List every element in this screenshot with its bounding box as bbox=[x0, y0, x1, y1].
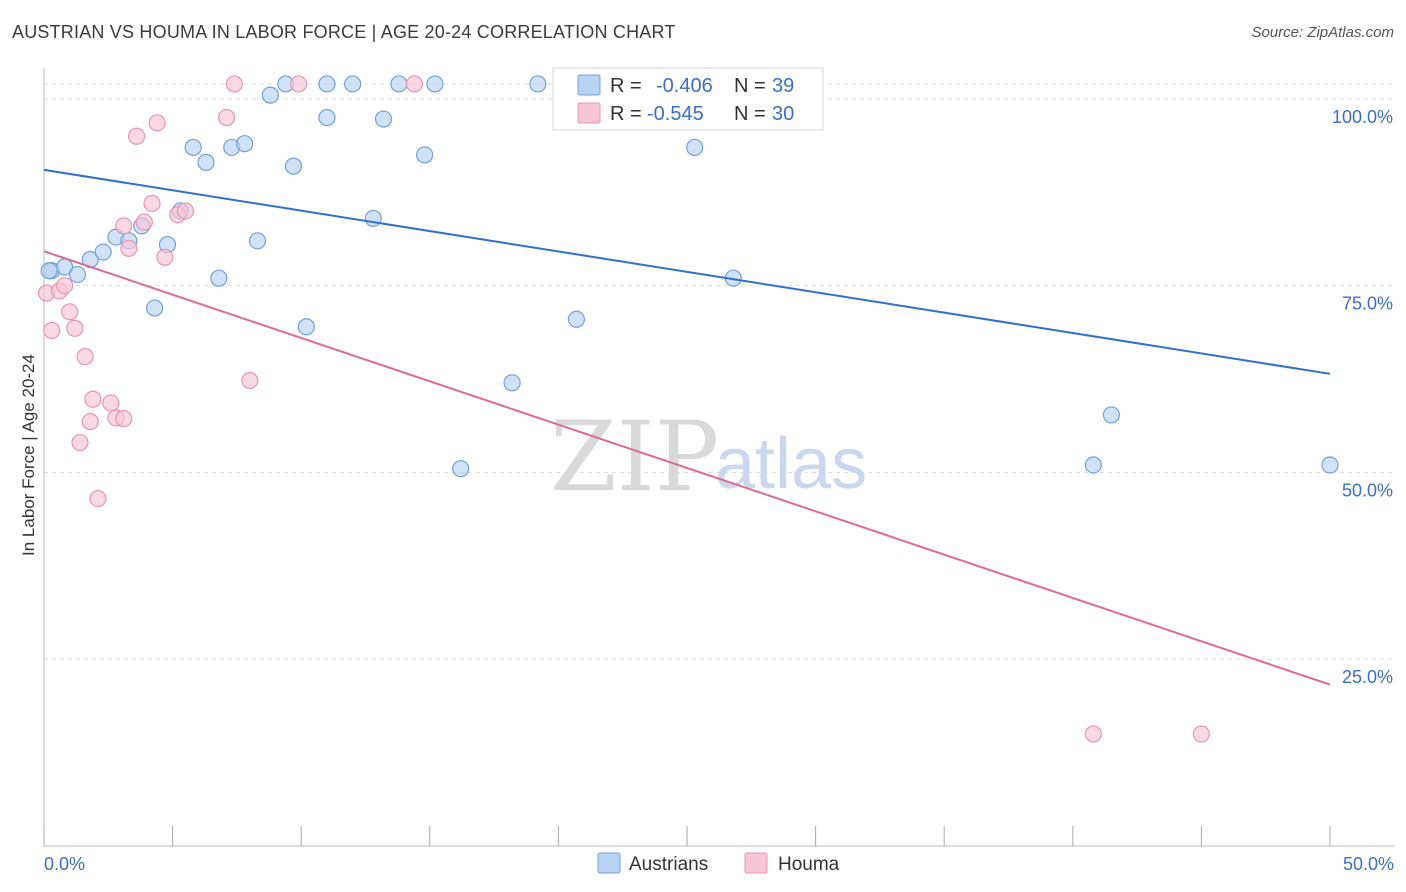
x-tick-label-min: 0.0% bbox=[44, 854, 85, 874]
austrians-point bbox=[40, 262, 58, 280]
austrians-point bbox=[68, 265, 87, 284]
legend-swatch-austrians bbox=[577, 74, 601, 96]
austrians-point bbox=[1321, 456, 1339, 474]
legend-swatch-houma bbox=[577, 102, 601, 124]
legend-n-label-austrians: N = bbox=[734, 75, 766, 97]
austrians-point bbox=[686, 138, 704, 157]
austrians-point bbox=[344, 75, 362, 93]
austrians-point bbox=[503, 374, 521, 392]
legend-n-value-austrians: 39 bbox=[772, 75, 794, 97]
legend-n-label-houma: N = bbox=[734, 103, 766, 125]
houma-point bbox=[241, 371, 259, 390]
legend-r-value-austrians: -0.406 bbox=[656, 75, 713, 97]
gridlines bbox=[44, 83, 1394, 660]
watermark: ZIP atlas bbox=[550, 401, 867, 513]
series-legend-label-houma: Houma bbox=[778, 854, 840, 875]
houma-point bbox=[43, 321, 61, 340]
houma-point bbox=[176, 202, 195, 220]
houma-point bbox=[71, 433, 89, 452]
houma-point bbox=[76, 348, 94, 366]
y-tick-label-50: 50.0% bbox=[1342, 480, 1393, 500]
legend-n-value-houma: 30 bbox=[772, 103, 794, 125]
houma-point bbox=[102, 394, 120, 412]
austrians-point bbox=[426, 75, 444, 93]
houma-point bbox=[135, 213, 153, 231]
legend-r-label-austrians: R = bbox=[610, 75, 642, 97]
austrians-point bbox=[184, 138, 202, 157]
y-tick-labels: 25.0% 50.0% 75.0% 100.0% bbox=[1332, 107, 1393, 687]
austrians-point bbox=[318, 75, 336, 93]
chart-title: AUSTRIAN VS HOUMA IN LABOR FORCE | AGE 2… bbox=[12, 22, 676, 42]
houma-point bbox=[81, 413, 99, 431]
austrians-point bbox=[452, 460, 470, 478]
houma-point bbox=[143, 194, 161, 213]
austrians-point bbox=[374, 110, 393, 128]
series-legend-swatch-austrians bbox=[597, 852, 621, 874]
houma-point bbox=[127, 127, 146, 145]
houma-point bbox=[148, 114, 166, 132]
austrians-point bbox=[261, 86, 279, 104]
austrians-trendline bbox=[43, 168, 1331, 375]
houma-point bbox=[290, 75, 308, 93]
houma-point bbox=[61, 303, 79, 321]
houma-point bbox=[156, 248, 174, 266]
houma-point bbox=[120, 239, 138, 257]
austrians-point bbox=[318, 108, 336, 127]
austrians-point bbox=[416, 146, 434, 164]
houma-points bbox=[37, 75, 1211, 743]
houma-point bbox=[115, 217, 133, 235]
austrians-point bbox=[284, 157, 303, 175]
houma-point bbox=[55, 277, 74, 295]
houma-point bbox=[115, 410, 133, 428]
stats-legend: R = -0.406 N = 39 R = -0.545 N = 30 bbox=[552, 67, 824, 131]
austrians-point bbox=[390, 75, 408, 93]
austrians-point bbox=[567, 310, 586, 328]
houma-point bbox=[218, 108, 236, 127]
y-tick-label-100: 100.0% bbox=[1332, 107, 1393, 127]
houma-trendline bbox=[43, 250, 1331, 686]
houma-point bbox=[1192, 725, 1211, 743]
houma-point bbox=[1084, 725, 1102, 743]
x-tick-labels: 0.0% 50.0% bbox=[44, 854, 1394, 874]
trendlines bbox=[43, 168, 1331, 686]
series-legend-label-austrians: Austrians bbox=[629, 854, 708, 875]
austrians-point bbox=[94, 243, 112, 261]
y-axis-label: In Labor Force | Age 20-24 bbox=[19, 354, 38, 556]
austrians-point bbox=[145, 299, 164, 317]
austrians-point bbox=[297, 318, 315, 336]
x-axis-ticks bbox=[43, 826, 1331, 846]
y-tick-label-25: 25.0% bbox=[1342, 667, 1393, 687]
legend-r-value-houma: -0.545 bbox=[647, 103, 704, 125]
houma-point bbox=[225, 75, 243, 93]
series-legend: Austrians Houma bbox=[597, 852, 840, 875]
austrians-point bbox=[364, 209, 382, 228]
y-tick-label-75: 75.0% bbox=[1342, 294, 1393, 314]
austrians-point bbox=[248, 232, 267, 250]
austrians-point bbox=[236, 135, 254, 153]
austrians-point bbox=[529, 75, 547, 93]
source-label: Source: ZipAtlas.com bbox=[1251, 24, 1394, 41]
houma-point bbox=[405, 75, 423, 93]
austrians-point bbox=[197, 153, 215, 171]
legend-r-label-houma: R = bbox=[610, 103, 642, 125]
austrians-point bbox=[1084, 456, 1102, 474]
series-legend-swatch-houma bbox=[744, 852, 768, 874]
austrians-point bbox=[210, 269, 228, 287]
houma-point bbox=[89, 489, 107, 508]
watermark-zip: ZIP bbox=[550, 401, 719, 513]
houma-point bbox=[84, 390, 102, 408]
watermark-atlas: atlas bbox=[715, 424, 867, 504]
houma-point bbox=[66, 319, 84, 337]
x-tick-label-max: 50.0% bbox=[1343, 854, 1394, 874]
austrians-point bbox=[1102, 406, 1120, 424]
